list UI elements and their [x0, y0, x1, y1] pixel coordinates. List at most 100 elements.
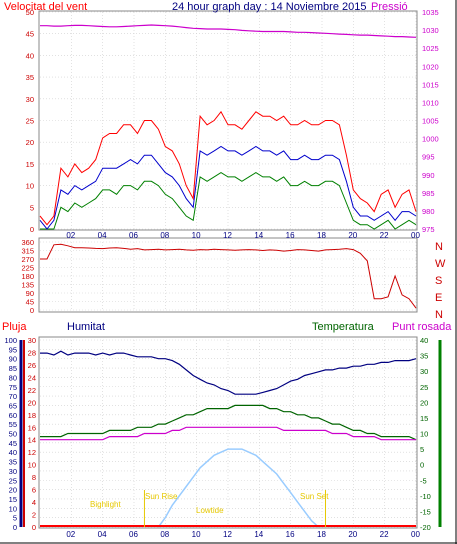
pressure-tick-label: 975 [422, 225, 435, 234]
pressure-tick-label: 1030 [422, 26, 439, 35]
temperature-tick-label: 40 [420, 336, 428, 345]
pressure-tick-label: 990 [422, 171, 435, 180]
direction-tick-label: 0 [30, 306, 34, 315]
wind-tick-label: 45 [26, 30, 34, 39]
pressure-tick-label: 1020 [422, 62, 439, 71]
x-tick-label: 08 [160, 231, 169, 240]
humidity-tick-label: 80 [9, 373, 17, 382]
rain-tick-label: 12 [28, 448, 36, 457]
temperature-line [40, 404, 417, 441]
compass-label: N [435, 241, 443, 253]
humidity-tick-label: 75 [9, 383, 17, 392]
direction-tick-label: 90 [26, 289, 34, 298]
wind-tick-label: 35 [26, 73, 34, 82]
solar-curve [157, 448, 320, 528]
direction-tick-label: 270 [21, 255, 34, 264]
compass-label: N [435, 309, 443, 321]
temperature-tick-label: 30 [420, 367, 428, 376]
direction-tick-label: 180 [21, 272, 34, 281]
temperature-tick-label: 15 [420, 414, 428, 423]
humidity-tick-label: 100 [4, 336, 17, 345]
pressure-tick-label: 985 [422, 189, 435, 198]
x-tick-label: 02 [66, 231, 75, 240]
wind-tick-label: 20 [26, 138, 34, 147]
x-tick-label: 14 [254, 530, 263, 539]
x-tick-label: 00 [411, 231, 420, 240]
direction-tick-label: 135 [21, 281, 34, 290]
humidity-tick-label: 5 [13, 514, 17, 523]
humidity-tick-label: 25 [9, 476, 17, 485]
humidity-tick-label: 40 [9, 448, 17, 457]
x-tick-label: 14 [254, 231, 263, 240]
temperature-tick-label: 25 [420, 383, 428, 392]
direction-line [40, 243, 417, 309]
humidity-tick-label: 50 [9, 430, 17, 439]
humidity-tick-label: 60 [9, 411, 17, 420]
compass-label: E [435, 292, 442, 304]
date-title: 24 hour graph day : 14 Noviembre 2015 [172, 1, 366, 13]
series-layer [39, 24, 417, 528]
pressure-tick-label: 980 [422, 207, 435, 216]
wind-tick-label: 40 [26, 51, 34, 60]
pressure-title: Pressió [371, 1, 408, 13]
wind-tick-label: 50 [26, 8, 34, 17]
x-tick-label: 20 [348, 530, 357, 539]
sunset-label: Sun Set [300, 492, 329, 501]
humidity-tick-label: 85 [9, 364, 17, 373]
temperature-tick-label: -5 [420, 476, 427, 485]
x-tick-label: 18 [317, 231, 326, 240]
x-tick-label: 04 [98, 231, 107, 240]
humidity-tick-label: 55 [9, 420, 17, 429]
rain-tick-label: 2 [32, 511, 36, 520]
humidity-tick-label: 45 [9, 439, 17, 448]
dewpoint-line [40, 426, 416, 441]
wind-tick-label: 10 [26, 182, 34, 191]
lower-panel-frame [38, 336, 418, 529]
dewpoint-title: Punt rosada [392, 321, 452, 333]
pressure-tick-label: 1000 [422, 135, 439, 144]
humidity-tick-label: 30 [9, 467, 17, 476]
temperature-tick-label: 35 [420, 352, 428, 361]
x-tick-label: 06 [129, 530, 138, 539]
x-tick-label: 12 [223, 530, 232, 539]
rain-tick-label: 8 [32, 473, 36, 482]
temperature-tick-label: 20 [420, 398, 428, 407]
direction-tick-label: 360 [21, 238, 34, 247]
temperature-tick-label: 5 [420, 445, 424, 454]
x-tick-label: 22 [380, 231, 389, 240]
rain-title: Pluja [2, 321, 27, 333]
rain-tick-label: 18 [28, 411, 36, 420]
x-tick-label: 16 [286, 231, 295, 240]
wind-panel-frame [38, 10, 418, 231]
rain-tick-label: 26 [28, 361, 36, 370]
x-tick-label: 10 [192, 231, 201, 240]
pressure-line [40, 24, 417, 38]
temperature-tick-label: -20 [420, 523, 431, 532]
bighlight-label: Bighlight [90, 500, 121, 509]
humidity-tick-label: 65 [9, 401, 17, 410]
rain-tick-label: 6 [32, 486, 36, 495]
humidity-tick-label: 95 [9, 345, 17, 354]
humidity-tick-label: 10 [9, 504, 17, 513]
humidity-tick-label: 15 [9, 495, 17, 504]
x-tick-label: 12 [223, 231, 232, 240]
pressure-tick-label: 1005 [422, 117, 439, 126]
labels-layer: 0202040406060808101012121414161618182020… [4, 8, 446, 539]
wind-avg-line [39, 145, 417, 230]
rain-tick-label: 22 [28, 386, 36, 395]
pressure-tick-label: 1010 [422, 98, 439, 107]
direction-tick-label: 225 [21, 264, 34, 273]
x-tick-label: 22 [380, 530, 389, 539]
direction-tick-label: 45 [26, 298, 34, 307]
temperature-tick-label: -10 [420, 492, 431, 501]
rain-tick-label: 10 [28, 461, 36, 470]
x-tick-label: 20 [348, 231, 357, 240]
axes-layer [19, 340, 442, 527]
compass-label: S [435, 275, 442, 287]
x-tick-label: 18 [317, 530, 326, 539]
x-tick-label: 06 [129, 231, 138, 240]
humidity-tick-label: 20 [9, 486, 17, 495]
wind-speed-title: Velocitat del vent [4, 1, 87, 13]
